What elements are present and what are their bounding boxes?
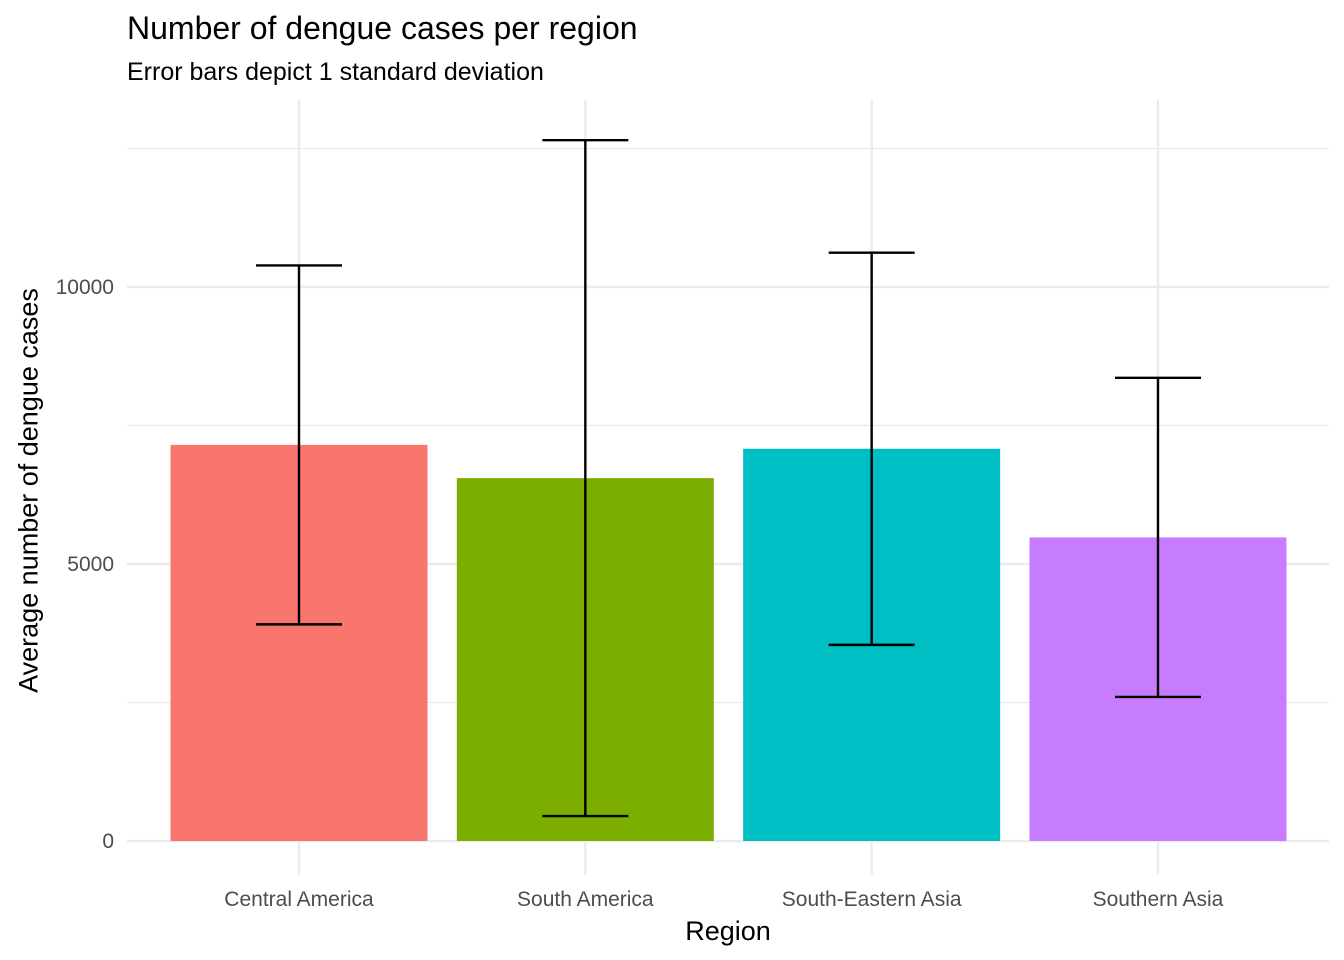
x-tick-labels: Central America South America South-Easter… xyxy=(224,888,1223,911)
y-tick-labels: 0 5000 10000 xyxy=(56,276,114,853)
chart-subtitle: Error bars depict 1 standard deviation xyxy=(127,58,544,86)
y-tick-label: 0 xyxy=(102,830,114,853)
x-tick-label: Central America xyxy=(224,888,374,911)
y-tick-label: 5000 xyxy=(67,553,114,576)
error-bars xyxy=(256,138,1201,818)
error-bar xyxy=(828,251,915,647)
y-tick-label: 10000 xyxy=(56,276,114,299)
error-bar xyxy=(1114,376,1201,699)
x-tick-label: Southern Asia xyxy=(1093,888,1224,911)
x-axis-title: Region xyxy=(685,916,771,946)
x-tick-label: South-Eastern Asia xyxy=(782,888,962,911)
x-tick-label: South America xyxy=(517,888,654,911)
bars xyxy=(170,444,1287,841)
error-bar xyxy=(256,264,342,626)
y-axis-title: Average number of dengue cases xyxy=(13,288,43,693)
error-bar xyxy=(542,138,629,818)
chart-title: Number of dengue cases per region xyxy=(127,10,638,46)
